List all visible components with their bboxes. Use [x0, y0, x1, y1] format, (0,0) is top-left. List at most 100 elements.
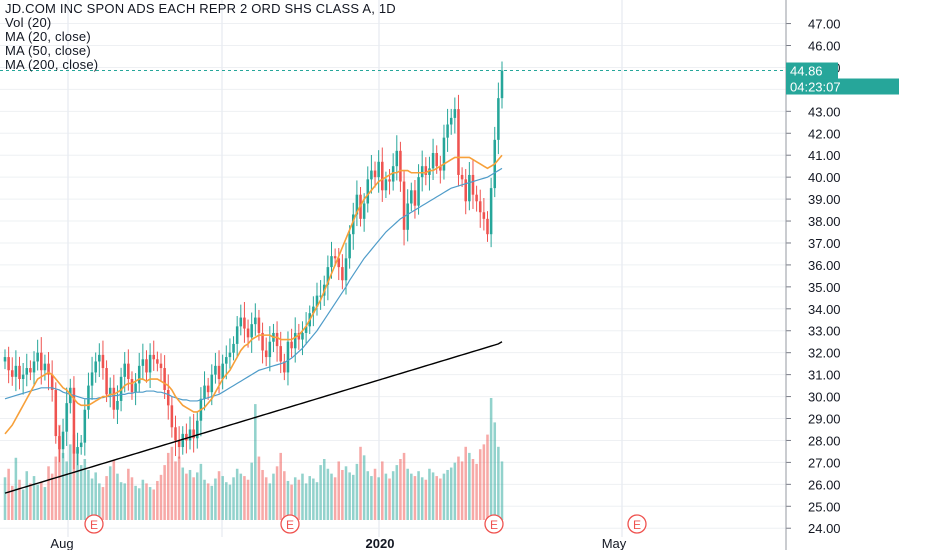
y-tick-label: 46.00 — [808, 38, 841, 53]
y-tick-label: 28.00 — [808, 433, 841, 448]
volume-bar — [399, 459, 402, 520]
candle-body — [261, 332, 264, 351]
y-tick-label: 34.00 — [808, 302, 841, 317]
y-tick-label: 39.00 — [808, 192, 841, 207]
volume-bar — [79, 465, 83, 520]
candle-body — [377, 161, 380, 178]
earnings-marker[interactable] — [627, 514, 647, 534]
candle-body — [449, 117, 453, 125]
volume-bar — [192, 477, 195, 520]
volume-bar — [177, 456, 181, 520]
candle-body — [225, 357, 228, 364]
legend-volume[interactable]: Vol (20) — [5, 15, 52, 30]
candle-body — [286, 341, 290, 373]
chart-legend: JD.COM INC SPON ADS EACH REPR 2 ORD SHS … — [5, 2, 396, 72]
candle-body — [486, 218, 489, 235]
symbol-title[interactable]: JD.COM INC SPON ADS EACH REPR 2 ORD SHS … — [5, 1, 396, 16]
y-tick-label: 37.00 — [808, 236, 841, 251]
candle-body — [344, 258, 348, 281]
volume-bar — [420, 477, 424, 520]
last-price-tag[interactable] — [786, 62, 838, 79]
volume-bar — [315, 482, 319, 520]
volume-bar — [442, 473, 446, 520]
candle-body — [395, 150, 399, 167]
candle-body — [435, 153, 438, 167]
y-tick-label: 41.00 — [808, 148, 841, 163]
volume-bar — [72, 434, 76, 520]
volume-bar — [148, 487, 152, 520]
volume-bar — [417, 471, 420, 520]
volume-bar — [119, 482, 123, 520]
candle-body — [21, 374, 25, 380]
volume-bar — [108, 466, 112, 520]
volume-bar — [424, 479, 428, 520]
legend-ma20[interactable]: MA (20, close) — [5, 29, 91, 44]
volume-bar — [152, 489, 156, 520]
volume-bar — [322, 459, 326, 520]
volume-bar — [156, 480, 159, 520]
volume-bar — [478, 449, 482, 520]
candle-body — [90, 372, 94, 386]
volume-bar — [439, 478, 442, 520]
candle-body — [58, 436, 61, 450]
volume-bar — [203, 479, 206, 520]
candle-body — [79, 442, 83, 448]
volume-bar — [410, 473, 413, 520]
volume-bar — [330, 473, 333, 520]
volume-bar — [312, 478, 315, 520]
volume-bar — [18, 479, 21, 520]
candle-body — [330, 256, 333, 268]
candle-body — [203, 385, 206, 399]
volume-bar — [206, 483, 210, 520]
volume-bar — [453, 462, 457, 520]
volume-bar — [446, 469, 449, 520]
candle-body — [337, 258, 341, 268]
volume-bar — [381, 461, 384, 520]
earnings-marker[interactable] — [484, 514, 504, 534]
candle-body — [156, 359, 159, 364]
volume-bar — [449, 467, 453, 520]
legend-ma50[interactable]: MA (50, close) — [5, 43, 91, 58]
candle-body — [43, 363, 47, 371]
volume-bar — [301, 473, 304, 520]
candle-body — [275, 332, 279, 347]
y-tick-label: 24.00 — [808, 521, 841, 536]
candle-body — [293, 332, 297, 349]
volume-bar — [304, 483, 308, 520]
volume-bar — [468, 452, 471, 520]
earnings-marker-label: E — [90, 518, 98, 532]
volume-bar — [471, 459, 475, 520]
volume-bar — [214, 478, 217, 520]
candle-body — [341, 267, 344, 281]
candle-body — [25, 368, 29, 375]
candle-body — [366, 179, 370, 204]
y-tick-label: 35.00 — [808, 280, 841, 295]
volume-bar — [50, 473, 54, 520]
candle-body — [127, 363, 130, 380]
volume-bar — [337, 461, 341, 520]
candle-body — [192, 429, 195, 439]
y-tick-label: 31.00 — [808, 368, 841, 383]
candle-body — [254, 317, 257, 325]
volume-bar — [127, 468, 130, 520]
candle-body — [188, 429, 192, 441]
volume-bar — [333, 477, 337, 520]
volume-bar — [268, 483, 272, 520]
candle-body — [489, 188, 493, 235]
earnings-marker[interactable] — [84, 514, 104, 534]
volume-bar — [293, 477, 297, 520]
volume-bar — [134, 485, 137, 520]
volume-bar — [475, 463, 478, 520]
earnings-marker-label: E — [633, 518, 641, 532]
candle-body — [163, 368, 166, 390]
volume-bar — [261, 469, 264, 520]
candle-body — [475, 194, 478, 202]
candle-body — [166, 389, 170, 406]
candle-body — [399, 150, 402, 182]
candle-body — [185, 433, 188, 441]
legend-ma200[interactable]: MA (200, close) — [5, 57, 99, 72]
candle-body — [7, 357, 10, 371]
earnings-marker[interactable] — [280, 514, 300, 534]
